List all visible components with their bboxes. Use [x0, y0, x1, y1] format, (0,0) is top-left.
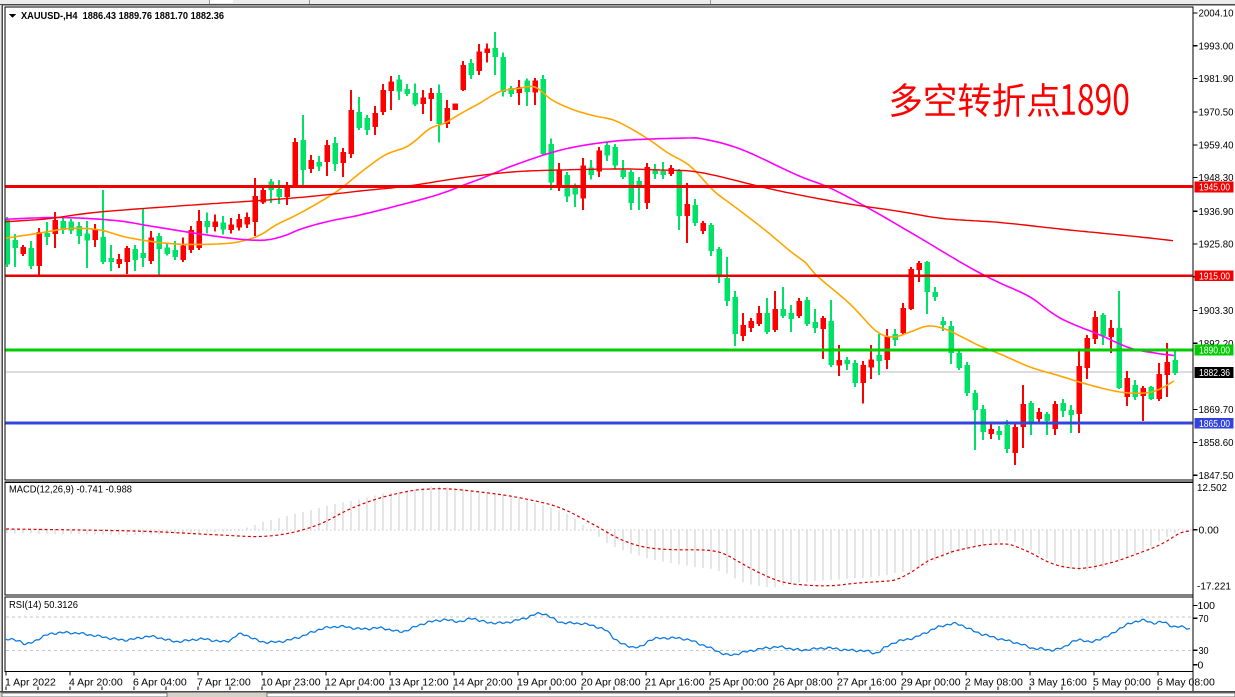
svg-text:1993.00: 1993.00: [1199, 40, 1234, 52]
svg-text:6 Apr 04:00: 6 Apr 04:00: [133, 676, 187, 688]
svg-text:1981.90: 1981.90: [1199, 73, 1234, 85]
svg-text:19 Apr 00:00: 19 Apr 00:00: [517, 676, 577, 688]
svg-text:1948.30: 1948.30: [1199, 172, 1234, 184]
svg-text:0.00: 0.00: [1199, 524, 1219, 536]
svg-text:1869.70: 1869.70: [1199, 404, 1234, 416]
svg-text:-17.221: -17.221: [1197, 581, 1231, 593]
svg-text:20 Apr 08:00: 20 Apr 08:00: [581, 676, 641, 688]
svg-text:25 Apr 00:00: 25 Apr 00:00: [709, 676, 769, 688]
svg-text:1945.00: 1945.00: [1199, 182, 1230, 194]
svg-text:1959.40: 1959.40: [1199, 140, 1234, 152]
svg-text:2004.10: 2004.10: [1199, 8, 1234, 20]
svg-text:3 May 16:00: 3 May 16:00: [1029, 676, 1087, 688]
svg-text:10 Apr 23:00: 10 Apr 23:00: [261, 676, 321, 688]
svg-text:26 Apr 08:00: 26 Apr 08:00: [773, 676, 833, 688]
svg-text:1970.50: 1970.50: [1199, 107, 1234, 119]
svg-text:13 Apr 12:00: 13 Apr 12:00: [389, 676, 449, 688]
svg-text:29 Apr 00:00: 29 Apr 00:00: [901, 676, 961, 688]
svg-text:1865.00: 1865.00: [1199, 418, 1230, 430]
svg-text:1936.90: 1936.90: [1199, 206, 1234, 218]
svg-text:12 Apr 04:00: 12 Apr 04:00: [325, 676, 385, 688]
svg-text:XAUUSD-,H4 1886.43 1889.76 18: XAUUSD-,H4 1886.43 1889.76 1881.70 1882.…: [21, 10, 224, 22]
svg-text:MACD(12,26,9) -0.741 -0.988: MACD(12,26,9) -0.741 -0.988: [9, 484, 132, 496]
svg-text:27 Apr 16:00: 27 Apr 16:00: [837, 676, 897, 688]
svg-text:5 May 00:00: 5 May 00:00: [1093, 676, 1151, 688]
svg-text:21 Apr 16:00: 21 Apr 16:00: [645, 676, 705, 688]
svg-text:1903.30: 1903.30: [1199, 305, 1234, 317]
svg-text:7 Apr 12:00: 7 Apr 12:00: [197, 676, 251, 688]
svg-text:1858.60: 1858.60: [1199, 437, 1234, 449]
svg-text:70: 70: [1199, 613, 1209, 625]
svg-text:RSI(14) 50.3126: RSI(14) 50.3126: [9, 599, 78, 611]
svg-text:30: 30: [1199, 645, 1209, 657]
svg-text:0: 0: [1198, 659, 1204, 671]
svg-text:6 May 08:00: 6 May 08:00: [1157, 676, 1215, 688]
svg-text:14 Apr 20:00: 14 Apr 20:00: [453, 676, 513, 688]
svg-text:4 Apr 20:00: 4 Apr 20:00: [69, 676, 123, 688]
svg-text:1915.00: 1915.00: [1199, 270, 1230, 282]
svg-text:100: 100: [1198, 600, 1216, 612]
svg-text:2 May 08:00: 2 May 08:00: [965, 676, 1023, 688]
svg-text:1925.80: 1925.80: [1199, 239, 1234, 251]
svg-text:1847.50: 1847.50: [1199, 470, 1234, 482]
svg-text:1890.00: 1890.00: [1199, 345, 1230, 357]
svg-text:1 Apr 2022: 1 Apr 2022: [5, 676, 56, 688]
svg-text:12.502: 12.502: [1197, 482, 1227, 494]
svg-text:1882.36: 1882.36: [1199, 367, 1230, 379]
